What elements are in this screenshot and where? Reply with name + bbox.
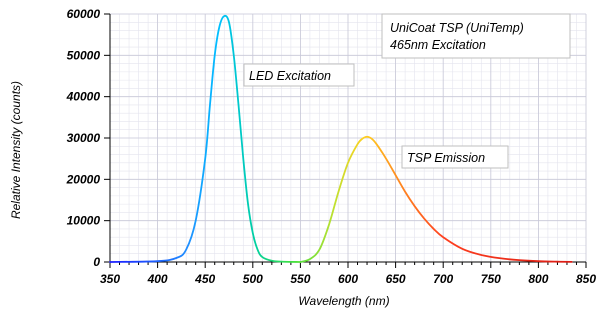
y-tick-label: 10000 <box>67 214 101 228</box>
y-tick-marks <box>104 13 110 263</box>
y-tick-label: 20000 <box>66 172 101 186</box>
x-tick-labels: 350 400 450 500 550 600 650 700 750 800 850 <box>100 272 596 286</box>
led-excitation-label-box: LED Excitation <box>243 63 355 87</box>
y-tick-labels: 0 10000 20000 30000 40000 50000 60000 <box>66 7 101 269</box>
tsp-emission-series-line <box>299 135 573 263</box>
y-axis-label: Relative Intensity (counts) <box>9 81 23 219</box>
x-tick-marks <box>109 262 587 268</box>
tsp-emission-label-box: TSP Emission <box>401 145 509 169</box>
x-tick-label: 550 <box>290 272 310 286</box>
led-excitation-series-line <box>109 14 302 263</box>
y-tick-label: 60000 <box>67 7 101 21</box>
x-tick-label: 650 <box>386 272 406 286</box>
info-box-line-2: 465nm Excitation <box>390 38 486 52</box>
x-tick-label: 350 <box>100 272 120 286</box>
x-tick-label: 400 <box>147 272 168 286</box>
x-tick-label: 500 <box>243 272 263 286</box>
info-box: UniCoat TSP (UniTemp) 465nm Excitation <box>381 13 571 59</box>
x-tick-label: 800 <box>528 272 548 286</box>
x-tick-label: 750 <box>481 272 501 286</box>
x-tick-label: 600 <box>338 272 358 286</box>
x-tick-label: 700 <box>433 272 453 286</box>
info-box-line-1: UniCoat TSP (UniTemp) <box>390 21 524 35</box>
y-tick-label: 50000 <box>67 48 101 62</box>
x-tick-label: 450 <box>194 272 215 286</box>
y-tick-label: 40000 <box>66 90 101 104</box>
y-tick-label: 0 <box>93 255 100 269</box>
y-tick-label: 30000 <box>67 131 101 145</box>
x-axis-label: Wavelength (nm) <box>298 294 389 308</box>
tsp-emission-label: TSP Emission <box>407 151 485 165</box>
series-group <box>109 14 573 263</box>
x-tick-label: 850 <box>576 272 596 286</box>
led-excitation-label: LED Excitation <box>249 69 331 83</box>
